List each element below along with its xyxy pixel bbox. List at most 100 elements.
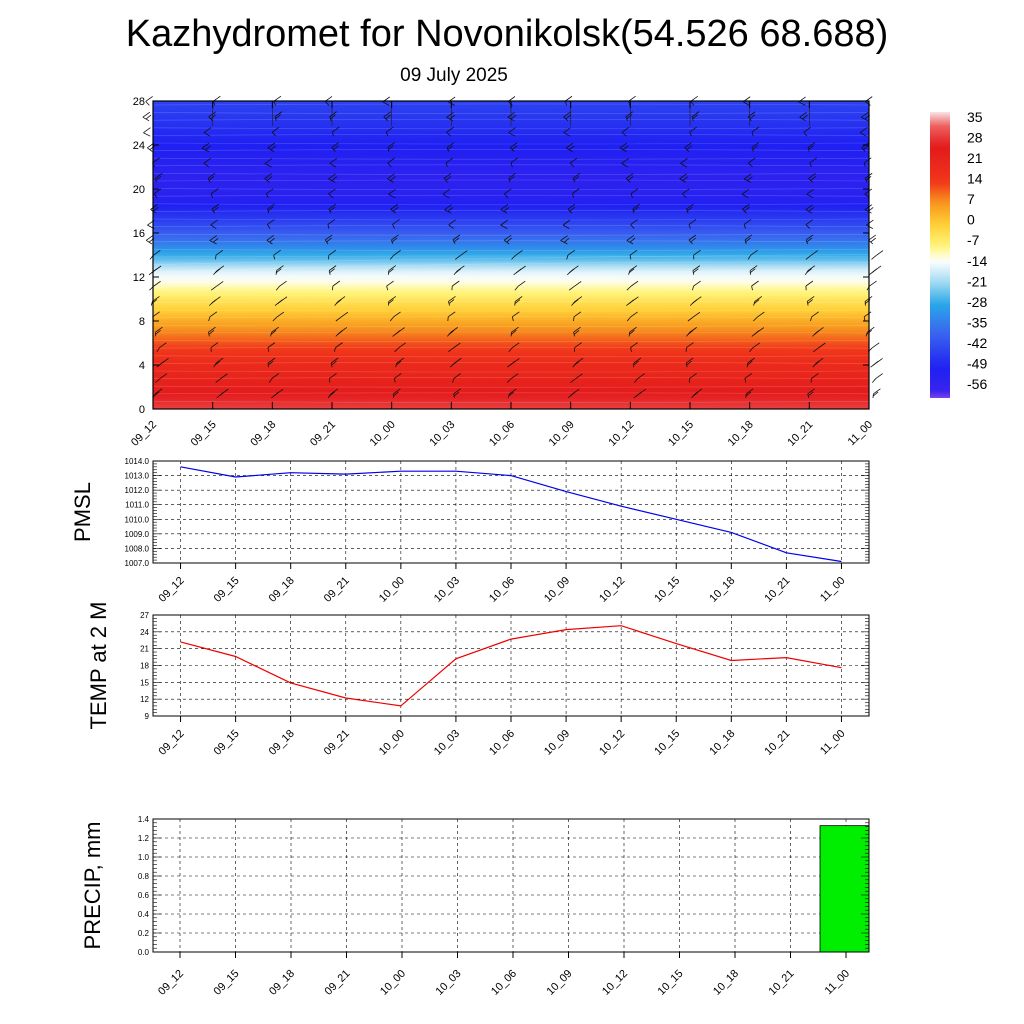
- wind-barb-flag: [687, 206, 693, 212]
- wind-barb: [751, 131, 754, 137]
- wind-barb-flag: [152, 157, 160, 164]
- y-axis-label: PRECIP, mm: [80, 822, 105, 950]
- wind-barb: [508, 347, 513, 353]
- wind-barb-flag: [689, 126, 697, 133]
- wind-barb: [743, 178, 751, 183]
- wind-barb-flag: [510, 373, 519, 379]
- wind-barb: [747, 162, 753, 168]
- wind-barb-flag: [270, 145, 277, 151]
- y-tick-label: 12: [140, 695, 149, 704]
- wind-barb: [689, 131, 692, 137]
- contour-line: [152, 254, 870, 265]
- wind-barb-flag: [573, 326, 581, 333]
- wind-barb: [210, 224, 217, 229]
- wind-barb-flag: [328, 249, 337, 256]
- wind-barb-flag: [208, 176, 215, 181]
- wind-barb-flag: [810, 250, 818, 256]
- wind-barb-flag: [267, 206, 274, 212]
- wind-barb-flag: [686, 145, 693, 150]
- y-tick-label: 1.4: [138, 815, 150, 824]
- wind-barb: [273, 255, 276, 260]
- wind-barb-flag: [508, 172, 516, 179]
- wind-barb-flag: [153, 391, 160, 397]
- contour-line: [152, 127, 870, 130]
- x-tick-label: 09_21: [322, 575, 352, 605]
- wind-barb-flag: [446, 126, 454, 133]
- wind-barb-flag: [279, 280, 287, 287]
- wind-barb-flag: [142, 111, 151, 118]
- wind-barb: [328, 193, 334, 199]
- wind-barb: [153, 193, 158, 199]
- wind-barb-flag: [155, 175, 162, 181]
- wind-barb-flag: [508, 127, 516, 133]
- wind-barb-flag: [153, 280, 161, 287]
- wind-barb-flag: [329, 158, 338, 164]
- wind-barb: [563, 132, 571, 137]
- wind-barb-flag: [154, 388, 163, 395]
- contour-line: [152, 149, 870, 151]
- x-tick-label: 09_18: [267, 968, 297, 998]
- wind-barb: [388, 193, 396, 199]
- wind-barb: [685, 362, 688, 368]
- wind-barb-flag: [390, 176, 396, 181]
- wind-barb: [864, 101, 871, 106]
- wind-barb-flag: [679, 173, 687, 180]
- contour-line: [152, 309, 870, 312]
- x-tick-label: 09_12: [157, 728, 187, 758]
- x-tick-label: 09_12: [156, 968, 186, 998]
- wind-barb-flag: [210, 114, 216, 120]
- wind-barb-flag: [218, 391, 225, 397]
- wind-barb-flag: [275, 114, 281, 120]
- wind-barb: [448, 224, 454, 229]
- colorbar-strip: [930, 112, 950, 398]
- wind-barb-flag: [211, 203, 220, 210]
- wind-barb-flag: [623, 145, 629, 151]
- colorbar-label: 28: [967, 130, 983, 146]
- wind-barb-flag: [745, 237, 751, 243]
- x-tick-label: 10_09: [545, 968, 575, 998]
- wind-barb-flag: [203, 127, 212, 133]
- contour-line: [152, 276, 870, 288]
- x-tick-label: 11_00: [818, 575, 848, 605]
- wind-barb-flag: [276, 311, 285, 318]
- wind-barb: [275, 285, 280, 291]
- wind-barb: [454, 255, 461, 260]
- wind-barb: [446, 116, 454, 122]
- wind-barb-flag: [211, 188, 219, 194]
- wind-barb: [565, 147, 573, 152]
- contour-line: [152, 331, 870, 334]
- x-tick-label: 10_06: [487, 728, 517, 758]
- wind-barb-flag: [387, 157, 395, 164]
- wind-barb-flag: [567, 203, 576, 210]
- wind-barb-flag: [332, 126, 340, 133]
- wind-barb: [568, 286, 575, 291]
- wind-barb-flag: [326, 237, 332, 243]
- wind-barb: [813, 347, 819, 353]
- wind-barb: [142, 116, 150, 122]
- x-tick-label: 10_18: [726, 419, 756, 449]
- wind-barb-flag: [267, 142, 276, 149]
- wind-barb-flag: [270, 329, 277, 335]
- wind-barb: [753, 316, 758, 322]
- wind-barb-flag: [447, 311, 456, 318]
- wind-barb-flag: [632, 203, 640, 210]
- wind-barb-flag: [863, 157, 872, 164]
- wind-barb-flag: [515, 250, 523, 256]
- wind-barb: [507, 101, 513, 106]
- wind-barb: [150, 301, 153, 306]
- wind-barb-flag: [686, 360, 692, 366]
- wind-barb-flag: [864, 188, 873, 195]
- x-tick-label: 10_00: [377, 575, 407, 605]
- wind-barb-flag: [803, 126, 811, 133]
- x-tick-label: 10_18: [711, 968, 741, 998]
- y-tick-label: 15: [140, 678, 149, 687]
- wind-barb: [863, 162, 866, 168]
- contour-line: [152, 225, 870, 227]
- wind-barb: [686, 208, 689, 214]
- contour-line: [152, 316, 870, 319]
- wind-barb-flag: [331, 142, 339, 148]
- y-tick-label: 4: [139, 360, 145, 372]
- wind-barb-flag: [445, 176, 452, 181]
- wind-barb-flag: [811, 311, 819, 318]
- wind-barb-flag: [328, 173, 336, 180]
